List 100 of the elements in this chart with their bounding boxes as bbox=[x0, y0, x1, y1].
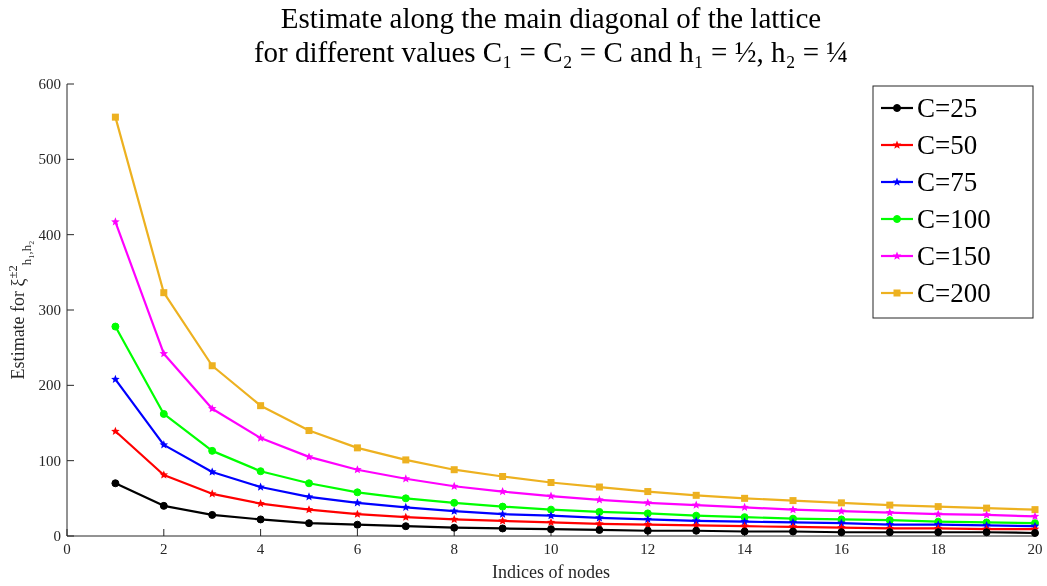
point bbox=[304, 452, 314, 461]
point bbox=[788, 517, 798, 527]
point bbox=[111, 322, 120, 331]
point bbox=[159, 349, 169, 358]
point bbox=[450, 498, 459, 507]
point bbox=[256, 433, 265, 442]
y-tick-label: 300 bbox=[38, 302, 61, 318]
point bbox=[643, 509, 652, 518]
legend-label: C=50 bbox=[917, 130, 978, 160]
point bbox=[595, 495, 604, 504]
point bbox=[208, 446, 217, 455]
point bbox=[401, 512, 411, 521]
point bbox=[449, 481, 459, 490]
point bbox=[740, 517, 749, 526]
point bbox=[208, 510, 217, 519]
point bbox=[208, 362, 216, 370]
legend-label: C=100 bbox=[917, 204, 991, 234]
point bbox=[885, 528, 894, 537]
point bbox=[546, 491, 556, 500]
x-tick-label: 4 bbox=[256, 541, 265, 557]
point bbox=[595, 525, 604, 534]
point bbox=[595, 507, 604, 516]
x-tick-label: 8 bbox=[450, 541, 458, 557]
x-tick-label: 18 bbox=[930, 541, 946, 557]
point bbox=[934, 503, 942, 511]
point bbox=[111, 113, 119, 121]
point bbox=[305, 479, 313, 488]
legend-label: C=25 bbox=[917, 93, 978, 123]
point bbox=[159, 470, 169, 479]
point bbox=[595, 513, 604, 522]
point bbox=[546, 517, 556, 527]
point bbox=[643, 514, 653, 524]
point bbox=[498, 516, 507, 525]
legend-label: C=150 bbox=[917, 241, 991, 271]
point bbox=[304, 505, 314, 514]
point bbox=[547, 479, 555, 487]
point bbox=[353, 465, 362, 474]
point bbox=[643, 498, 653, 507]
point bbox=[160, 289, 168, 297]
point bbox=[353, 498, 362, 507]
point bbox=[692, 511, 701, 520]
point bbox=[111, 217, 120, 226]
point bbox=[885, 508, 895, 517]
y-tick-label: 500 bbox=[38, 151, 61, 168]
x-tick-label: 14 bbox=[737, 541, 753, 557]
point bbox=[401, 494, 410, 503]
point bbox=[740, 527, 749, 536]
point bbox=[837, 506, 846, 515]
point bbox=[498, 487, 507, 496]
x-tick-label: 16 bbox=[833, 541, 850, 557]
x-tick-label: 12 bbox=[640, 541, 656, 557]
point bbox=[256, 467, 265, 476]
point bbox=[111, 374, 120, 383]
point bbox=[1031, 506, 1039, 514]
y-tick-label: 400 bbox=[38, 226, 61, 243]
point bbox=[692, 526, 701, 535]
legend-label: C=75 bbox=[917, 167, 978, 197]
point bbox=[498, 502, 507, 511]
point bbox=[402, 456, 410, 464]
point bbox=[256, 515, 265, 524]
x-tick-label: 0 bbox=[63, 541, 71, 557]
point bbox=[643, 526, 652, 535]
x-tick-label: 2 bbox=[160, 541, 168, 557]
x-tick-label: 6 bbox=[353, 541, 362, 557]
point bbox=[498, 509, 507, 518]
point bbox=[643, 520, 653, 529]
point bbox=[353, 509, 362, 518]
point bbox=[982, 510, 991, 519]
point bbox=[353, 444, 361, 452]
point bbox=[401, 502, 411, 512]
point bbox=[546, 511, 556, 520]
point bbox=[305, 427, 313, 435]
point bbox=[740, 502, 749, 512]
point bbox=[595, 483, 603, 491]
point bbox=[449, 506, 459, 515]
point bbox=[498, 524, 507, 533]
legend-label: C=200 bbox=[917, 278, 991, 308]
point bbox=[257, 402, 265, 410]
point bbox=[207, 467, 217, 476]
x-tick-label: 20 bbox=[1027, 541, 1043, 557]
point bbox=[886, 501, 894, 509]
y-tick-label: 0 bbox=[53, 528, 61, 544]
point bbox=[159, 409, 168, 418]
point bbox=[401, 522, 410, 531]
point bbox=[449, 514, 459, 524]
point bbox=[111, 479, 120, 488]
point bbox=[450, 523, 459, 532]
y-tick-label: 100 bbox=[38, 452, 61, 469]
point bbox=[933, 509, 943, 518]
point bbox=[741, 494, 749, 502]
x-axis-title: Indices of nodes bbox=[492, 562, 610, 582]
point bbox=[159, 501, 168, 510]
point bbox=[450, 466, 458, 474]
y-tick-label: 200 bbox=[38, 377, 61, 394]
point bbox=[983, 504, 991, 512]
point bbox=[982, 528, 991, 537]
point bbox=[789, 497, 797, 505]
point bbox=[547, 505, 555, 514]
point bbox=[111, 426, 120, 435]
point bbox=[401, 474, 411, 483]
